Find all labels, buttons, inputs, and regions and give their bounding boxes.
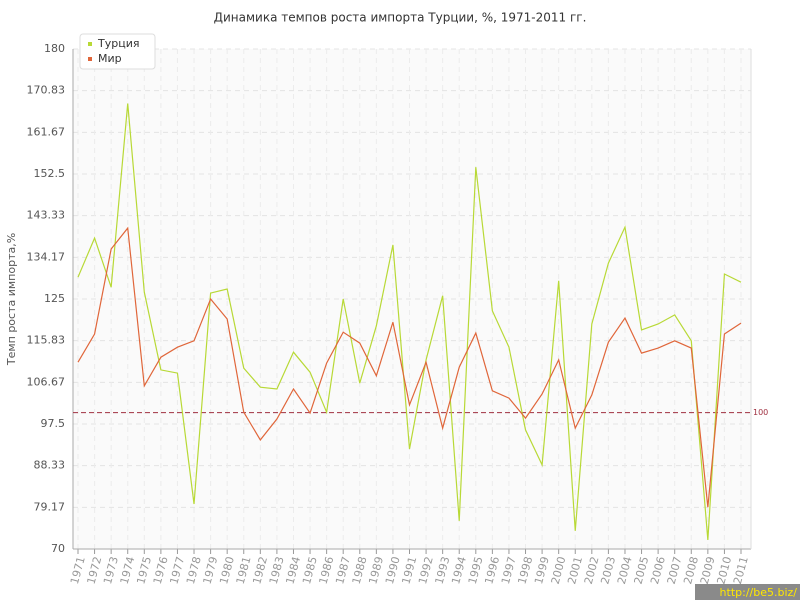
legend-swatch	[88, 42, 92, 46]
y-tick-label: 88.33	[34, 459, 66, 472]
y-tick-label: 70	[51, 542, 65, 555]
y-tick-label: 152.5	[34, 167, 66, 180]
y-tick-label: 115.83	[27, 334, 66, 347]
watermark: http://be5.biz/	[720, 586, 798, 599]
y-tick-label: 161.67	[27, 125, 66, 138]
x-tick-label: 2011	[731, 555, 751, 585]
y-tick-label: 143.33	[27, 209, 66, 222]
legend-label: Мир	[98, 52, 122, 65]
chart-title: Динамика темпов роста импорта Турции, %,…	[214, 11, 587, 25]
watermark-bg	[695, 584, 800, 600]
legend-label: Турция	[97, 37, 139, 50]
legend-box	[79, 33, 156, 70]
series-line	[77, 103, 742, 540]
legend-swatch	[88, 57, 92, 61]
y-tick-label: 97.5	[41, 417, 66, 430]
reference-label: 100	[753, 408, 768, 417]
y-tick-label: 125	[44, 292, 65, 305]
y-tick-label: 180	[44, 42, 65, 55]
y-tick-label: 79.17	[34, 500, 66, 513]
y-tick-label: 170.83	[27, 84, 66, 97]
y-tick-label: 134.17	[27, 250, 66, 263]
y-axis-label: Темп роста импорта,%	[5, 233, 18, 366]
series-line	[77, 226, 742, 508]
y-tick-label: 106.67	[27, 375, 66, 388]
